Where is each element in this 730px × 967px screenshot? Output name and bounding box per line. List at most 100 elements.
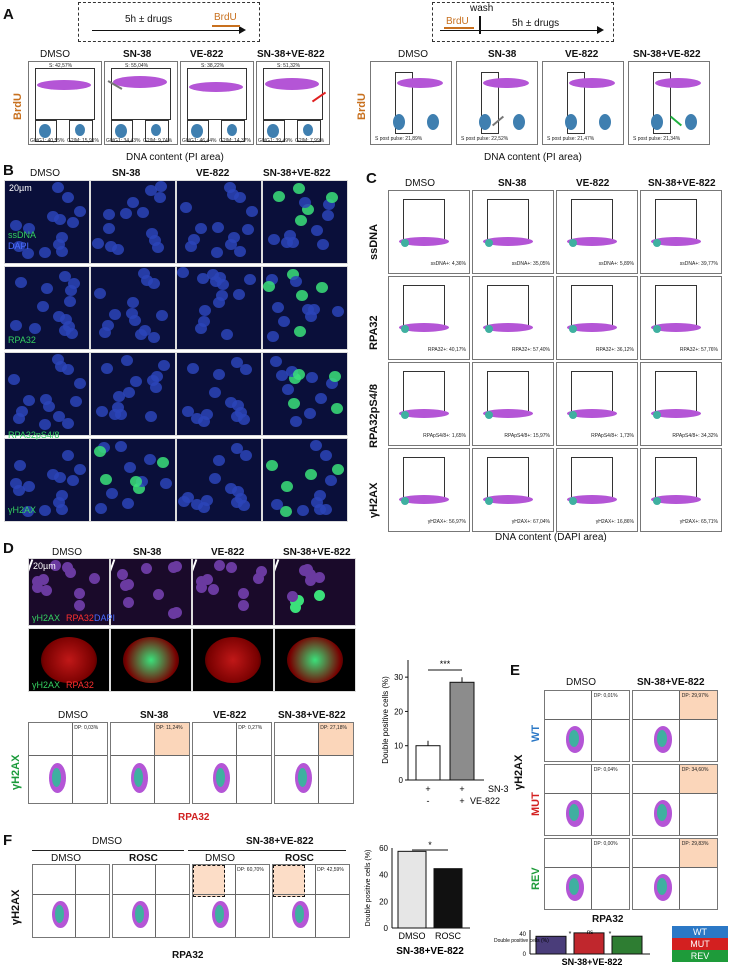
dp-quadrant-shade	[317, 723, 353, 755]
nucleus	[276, 370, 288, 381]
nucleus	[23, 223, 35, 234]
a-left-cond-3: VE-822	[190, 49, 224, 60]
dp-stat: DP: 0,01%	[593, 693, 618, 699]
y-tick-label: 0	[523, 952, 527, 958]
nucleus	[290, 596, 301, 607]
nucleus	[238, 414, 250, 425]
row1-mark-1: +	[425, 784, 430, 794]
nucleus	[323, 199, 335, 210]
b-cond-2: SN-38	[112, 168, 141, 179]
cloud	[569, 411, 577, 419]
nucleus	[225, 239, 237, 250]
cloud	[651, 409, 701, 418]
nucleus	[231, 443, 243, 454]
nucleus	[263, 281, 275, 292]
y-tick-label: 40	[379, 871, 388, 880]
nucleus	[329, 371, 341, 382]
e-legend: WT MUT REV	[672, 926, 728, 964]
nucleus	[122, 498, 134, 509]
d-cond-4: SN-38+VE-822	[283, 547, 351, 558]
nucleus	[191, 499, 203, 510]
nucleus	[148, 332, 160, 343]
nucleus	[305, 569, 316, 580]
nucleus	[198, 502, 210, 513]
stat: ssDNA+: 39,77%	[679, 261, 718, 267]
nucleus	[208, 584, 219, 595]
cloud	[567, 237, 617, 246]
nucleus	[13, 485, 25, 496]
f-cond-3: DMSO	[205, 853, 235, 864]
nucleus	[213, 455, 225, 466]
d-micrograph-c3	[192, 558, 274, 626]
c-plot-r4-c1: γH2AX+: 56,97%	[388, 448, 470, 532]
nucleus	[221, 329, 233, 340]
f-cond-2: ROSC	[129, 853, 158, 864]
stat: RPA32+: 40,17%	[427, 347, 466, 353]
d-x-axis: RPA32	[178, 812, 210, 823]
nucleus	[180, 202, 192, 213]
nucleus	[209, 387, 221, 398]
b-micrograph-r3-c4	[262, 352, 348, 436]
nucleus	[294, 326, 306, 337]
stat: RPA32+: 36,12%	[595, 347, 634, 353]
nucleus	[178, 496, 190, 507]
nucleus	[299, 197, 311, 208]
sig-label: ***	[440, 659, 451, 669]
nucleus	[120, 208, 132, 219]
quad-line	[74, 865, 76, 937]
dp-stat: DP: 0,27%	[238, 725, 263, 731]
stat: RPApS4/8+: 34,32%	[672, 433, 718, 439]
nucleus	[154, 192, 166, 203]
y-tick-label: 40	[519, 932, 526, 938]
quad-line	[154, 865, 156, 937]
nucleus	[240, 364, 252, 375]
dp-stat: DP: 29,83%	[681, 841, 709, 847]
f-flow-plot-2	[112, 864, 190, 938]
brdu-arrow	[212, 25, 240, 27]
nucleus	[305, 575, 316, 586]
quad-line	[193, 755, 271, 756]
row2-mark-2: +	[459, 796, 464, 806]
nucleus	[278, 316, 290, 327]
ns-label: ns	[587, 930, 593, 936]
nucleus	[187, 363, 199, 374]
b-micrograph-r4-c4	[262, 438, 348, 522]
y-axis-label: Double positive cells (%)	[365, 850, 372, 927]
nucleus	[63, 321, 75, 332]
c-plot-r1-c2: ssDNA+: 35,05%	[472, 190, 554, 274]
b-cond-4: SN-38+VE-822	[263, 168, 331, 179]
c-plot-r3-c1: RPApS4/8+: 1,65%	[388, 362, 470, 446]
protocol-left-brdu: BrdU	[214, 12, 237, 23]
nucleus	[130, 476, 142, 487]
nucleus	[226, 562, 237, 573]
d-stain-c: DAPI	[94, 613, 116, 623]
nucleus	[39, 247, 51, 258]
stat: RPA32+: 57,76%	[679, 347, 718, 353]
nucleus	[160, 478, 172, 489]
nucleus	[13, 413, 25, 424]
nucleus	[127, 297, 139, 308]
y-tick-label: 10	[394, 742, 403, 751]
nucleus	[15, 277, 27, 288]
nucleus	[198, 416, 210, 427]
cloud	[567, 495, 617, 504]
nucleus	[146, 228, 158, 239]
nucleus	[234, 192, 246, 203]
d-scale-label: 20µm	[33, 561, 56, 571]
nucleus	[43, 401, 55, 412]
nucleus	[293, 369, 305, 380]
nucleus	[152, 242, 164, 253]
protocol-left-text: 5h ± drugs	[125, 14, 173, 25]
d-zoom-c4	[274, 628, 356, 692]
nucleus	[242, 224, 254, 235]
nucleus	[56, 490, 68, 501]
f-group-right: SN-38+VE-822	[246, 836, 314, 847]
nucleus	[268, 234, 280, 245]
dp-quadrant-shade	[153, 723, 189, 755]
f-group-left-line	[32, 850, 184, 851]
stat: ssDNA+: 35,05%	[511, 261, 550, 267]
d-cond-3: VE-822	[211, 547, 245, 558]
nucleus	[89, 573, 100, 584]
sig-label: *	[428, 840, 432, 850]
cloud	[51, 767, 61, 787]
